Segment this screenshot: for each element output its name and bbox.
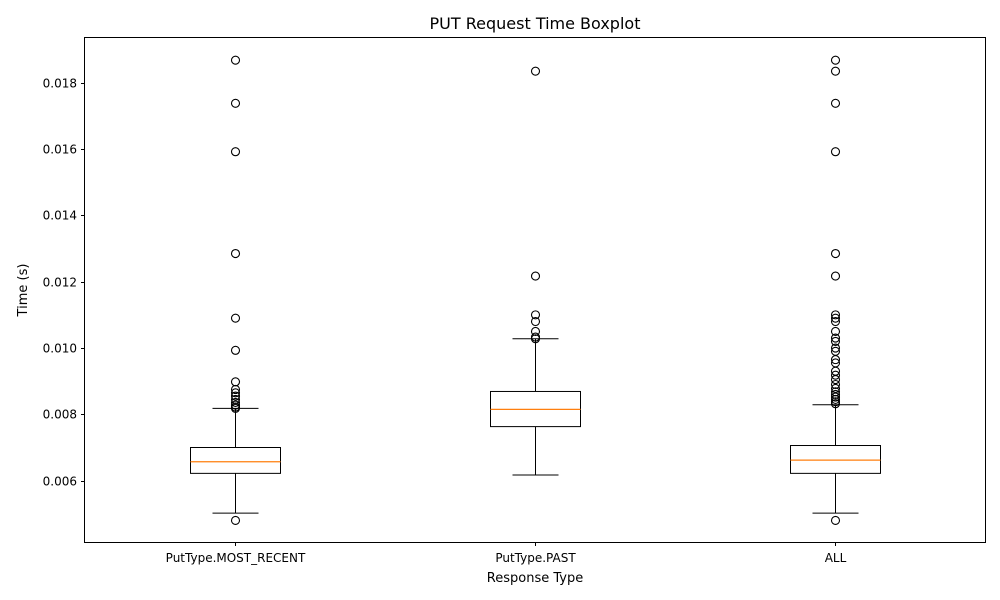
outlier-point [530,271,541,281]
outlier-point [830,66,841,76]
outlier-point [830,271,841,281]
outlier-point [230,377,241,387]
y-axis: 0.006 0.008 0.010 0.012 0.014 0.016 0.018 [43,77,85,489]
outlier-point [230,55,241,65]
y-tick-label: 0.016 [43,143,77,157]
outlier-point [830,346,841,356]
outlier-point [530,326,541,336]
y-tick-label: 0.018 [43,77,77,91]
outlier-point [230,147,241,157]
box-group [490,66,581,476]
outlier-point [530,332,541,342]
outlier-point [830,326,841,336]
outlier-point [830,379,841,390]
outlier-point [830,358,841,368]
x-tick-label: PutType.PAST [495,551,576,565]
outlier-point [830,310,841,320]
chart-title: PUT Request Time Boxplot [430,14,641,33]
outlier-point [830,313,841,323]
outlier-point [230,98,241,108]
x-tick-label: ALL [825,551,847,565]
y-tick-label: 0.012 [43,276,77,290]
outlier-point [830,316,841,327]
y-tick-label: 0.010 [43,342,77,356]
outlier-point [230,397,241,407]
outlier-point [830,515,841,525]
outlier-point [530,310,541,320]
outlier-point [230,313,241,323]
outlier-point [530,66,541,76]
outlier-point [830,147,841,157]
outlier-point [830,397,841,407]
outlier-point [230,388,241,398]
outlier-point [830,343,841,353]
iqr-box [790,445,881,474]
outlier-point [530,316,541,327]
box-group [190,55,281,525]
outlier-point [230,515,241,525]
outlier-point [830,55,841,65]
outlier-point [830,387,841,397]
y-tick-label: 0.006 [43,475,77,489]
outlier-point [230,391,241,401]
outlier-point [830,333,841,343]
outlier-point [830,336,841,346]
y-axis-label: Time (s) [16,264,31,318]
outlier-point [830,248,841,259]
x-tick-label: PutType.MOST_RECENT [166,551,306,565]
outlier-point [830,383,841,394]
outlier-point [830,389,841,399]
outlier-point [830,392,841,402]
y-tick-label: 0.014 [43,209,77,223]
outlier-point [230,400,241,410]
outlier-point [230,248,241,259]
iqr-box [190,447,281,474]
y-tick-label: 0.008 [43,408,77,422]
box-group [790,55,881,525]
outlier-point [230,345,241,355]
boxes-layer [190,55,881,525]
outlier-point [830,98,841,108]
outlier-point [830,370,841,380]
x-axis: PutType.MOST_RECENT PutType.PAST ALL [166,542,847,565]
outlier-point [230,394,241,404]
x-axis-label: Response Type [487,571,583,586]
